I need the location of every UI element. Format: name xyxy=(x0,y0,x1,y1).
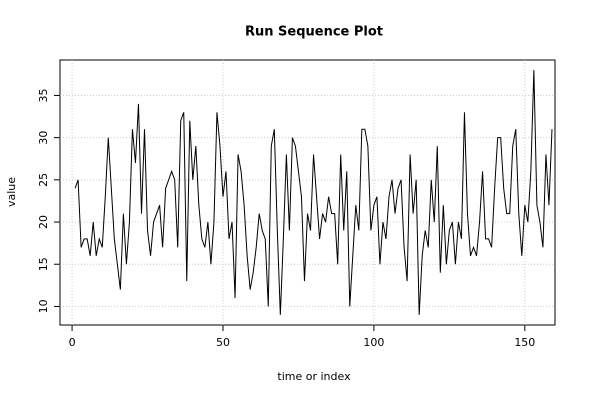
y-tick-label: 30 xyxy=(37,131,50,145)
x-tick-label: 100 xyxy=(363,336,384,349)
x-tick-label: 50 xyxy=(216,336,230,349)
x-tick-label: 150 xyxy=(514,336,535,349)
y-tick-label: 25 xyxy=(37,173,50,187)
y-tick-label: 35 xyxy=(37,88,50,102)
y-tick-label: 10 xyxy=(37,299,50,313)
y-tick-label: 15 xyxy=(37,257,50,271)
y-axis-label: value xyxy=(5,177,18,207)
plot-frame xyxy=(59,59,556,326)
x-tick-label: 0 xyxy=(69,336,76,349)
y-tick-label: 20 xyxy=(37,215,50,229)
chart-title: Run Sequence Plot xyxy=(245,25,383,40)
x-axis-label: time or index xyxy=(277,370,351,383)
data-line xyxy=(74,70,553,315)
